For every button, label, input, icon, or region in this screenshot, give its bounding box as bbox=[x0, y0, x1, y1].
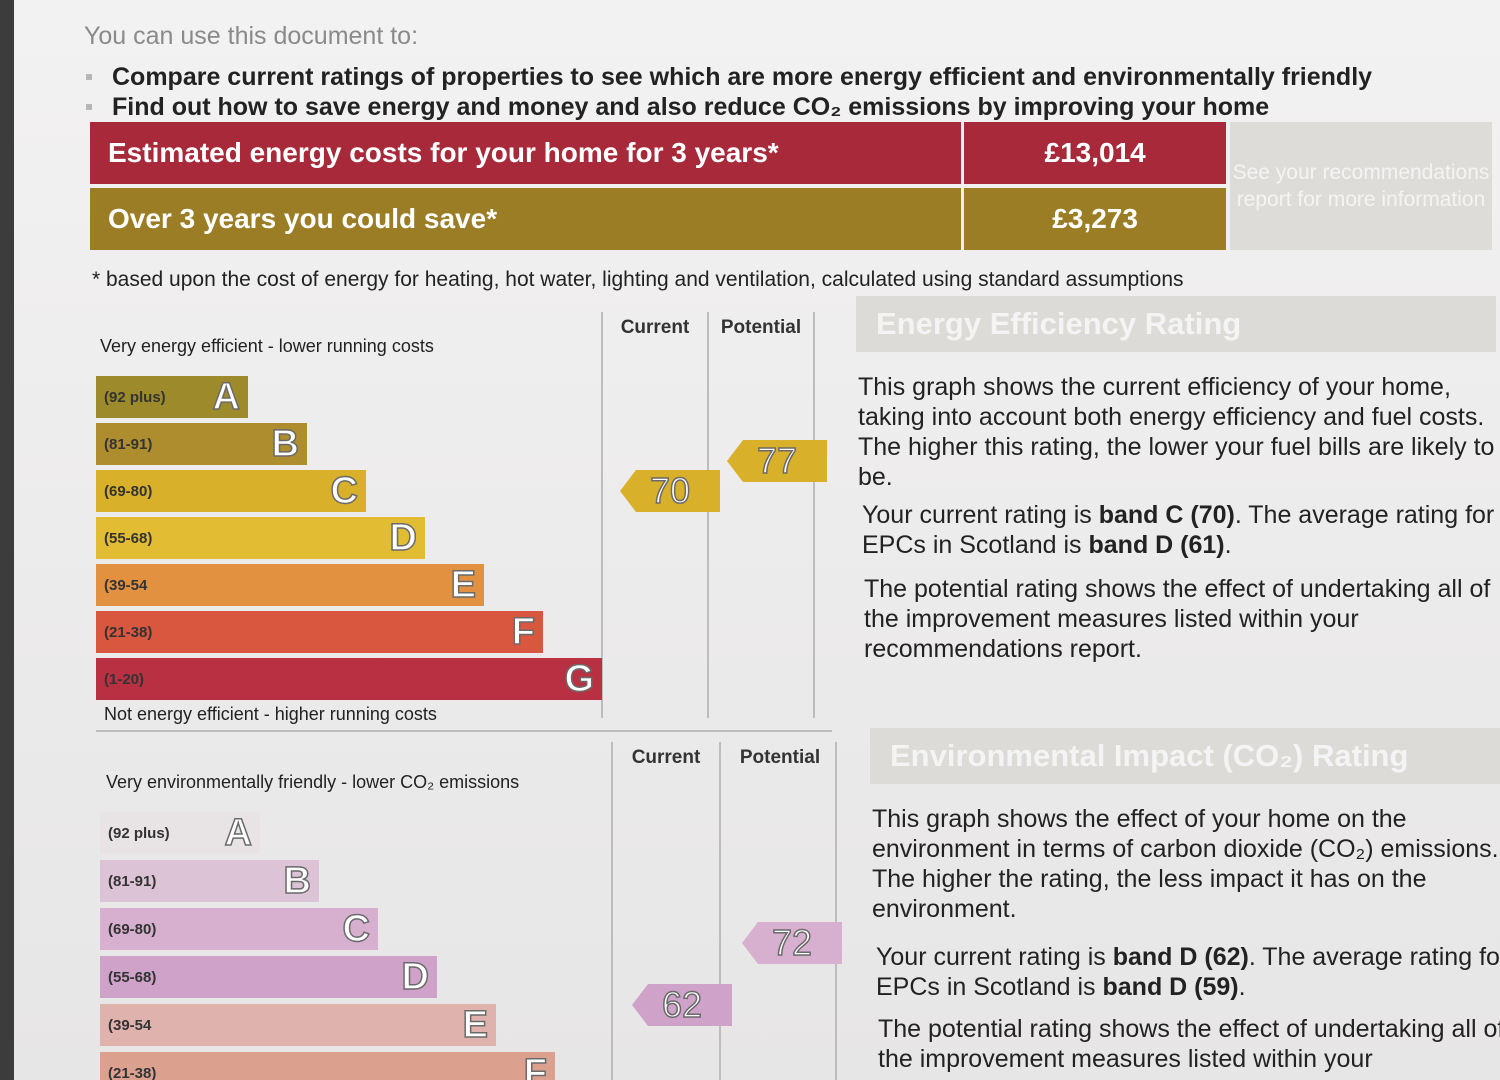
band-f: (21-38) F bbox=[100, 1051, 555, 1080]
savings-value: £3,273 bbox=[961, 188, 1226, 250]
env-rating-heading: Environmental Impact (CO₂) Rating bbox=[870, 728, 1500, 784]
band-letter: A bbox=[212, 375, 241, 419]
column-divider bbox=[601, 312, 603, 718]
band-letter: A bbox=[224, 811, 253, 855]
band-letter: F bbox=[523, 1051, 548, 1080]
band-c: (69-80) C bbox=[100, 907, 378, 951]
band-letter: C bbox=[330, 469, 359, 513]
band-letter: C bbox=[342, 907, 371, 951]
band-d: (55-68) D bbox=[96, 516, 425, 560]
band-d: (55-68) D bbox=[100, 955, 437, 999]
band-b: (81-91) B bbox=[96, 422, 307, 466]
bullet-text: Find out how to save energy and money an… bbox=[112, 92, 1270, 121]
band-letter: F bbox=[511, 610, 536, 654]
energy-average-band: band D (61) bbox=[1088, 531, 1225, 559]
band-letter: B bbox=[283, 859, 312, 903]
epc-document: You can use this document to: Compare cu… bbox=[14, 0, 1500, 1080]
bullet-dot-icon bbox=[86, 104, 92, 110]
band-letter: G bbox=[564, 657, 595, 701]
energy-paragraph-1: This graph shows the current efficiency … bbox=[858, 373, 1495, 491]
band-range: (39-54 bbox=[108, 1016, 152, 1034]
bottom-label: Not energy efficient - higher running co… bbox=[104, 704, 437, 724]
potential-rating-marker: 72 bbox=[742, 922, 842, 964]
potential-rating-marker: 77 bbox=[727, 440, 827, 482]
estimated-costs-row: Estimated energy costs for your home for… bbox=[90, 122, 1226, 184]
top-label: Very environmentally friendly - lower CO… bbox=[106, 772, 520, 792]
band-e: (39-54 E bbox=[100, 1003, 496, 1047]
bullet-dot-icon bbox=[86, 74, 92, 80]
band-f: (21-38) F bbox=[96, 610, 543, 654]
band-range: (81-91) bbox=[108, 872, 157, 890]
current-rating-marker: 70 bbox=[620, 470, 720, 512]
graph-baseline bbox=[96, 730, 832, 732]
env-average-band: band D (59) bbox=[1102, 973, 1239, 1001]
energy-rating-heading: Energy Efficiency Rating bbox=[856, 296, 1496, 352]
savings-label: Over 3 years you could save* bbox=[108, 203, 498, 234]
column-divider bbox=[835, 742, 837, 1080]
band-letter: B bbox=[271, 422, 300, 466]
top-label: Very energy efficient - lower running co… bbox=[100, 336, 434, 356]
band-letter: E bbox=[462, 1003, 489, 1047]
env-paragraph-3: The potential rating shows the effect of… bbox=[878, 1015, 1500, 1073]
costs-table: Estimated energy costs for your home for… bbox=[90, 122, 1498, 250]
env-paragraph-1: This graph shows the effect of your home… bbox=[872, 805, 1499, 923]
column-divider bbox=[611, 742, 613, 1080]
env-paragraph-2: Your current rating is band D (62). The … bbox=[876, 942, 1500, 1002]
energy-p2-text: Your current rating is bbox=[862, 501, 1099, 529]
band-range: (69-80) bbox=[108, 920, 157, 938]
band-range: (55-68) bbox=[108, 968, 157, 986]
intro-text: You can use this document to: bbox=[84, 22, 419, 50]
band-range: (39-54 bbox=[104, 576, 148, 594]
band-b: (81-91) B bbox=[100, 859, 319, 903]
current-column-header: Current bbox=[620, 317, 690, 338]
bullet-save: Find out how to save energy and money an… bbox=[86, 92, 1466, 122]
band-a: (92 plus) A bbox=[100, 811, 260, 855]
energy-current-band: band C (70) bbox=[1098, 501, 1235, 529]
potential-column-header: Potential bbox=[720, 317, 802, 338]
potential-column-header: Potential bbox=[739, 747, 821, 768]
savings-row: Over 3 years you could save* £3,273 bbox=[90, 188, 1226, 250]
band-g: (1-20) G bbox=[96, 657, 602, 701]
current-rating-marker: 62 bbox=[632, 984, 732, 1026]
column-divider bbox=[813, 312, 815, 718]
current-column-header: Current bbox=[631, 747, 701, 768]
env-p2-text: Your current rating is bbox=[876, 943, 1113, 971]
band-a: (92 plus) A bbox=[96, 375, 248, 419]
band-range: (81-91) bbox=[104, 435, 153, 453]
estimated-costs-value: £13,014 bbox=[961, 122, 1226, 184]
band-range: (21-38) bbox=[108, 1064, 157, 1080]
energy-paragraph-3: The potential rating shows the effect of… bbox=[864, 575, 1491, 663]
band-range: (92 plus) bbox=[104, 388, 166, 406]
energy-paragraph-2: Your current rating is band C (70). The … bbox=[862, 500, 1500, 560]
see-recommendations-note: See your recommendations report for more… bbox=[1230, 122, 1492, 250]
footnote: * based upon the cost of energy for heat… bbox=[92, 268, 1184, 291]
energy-efficiency-graph: Current Potential Very energy efficient … bbox=[96, 312, 832, 742]
energy-p2-text: . The average rating for EPCs in Scotlan… bbox=[862, 501, 1495, 559]
energy-p2-text: . bbox=[1224, 531, 1232, 559]
bullet-list: Compare current ratings of properties to… bbox=[86, 62, 1466, 122]
bullet-compare: Compare current ratings of properties to… bbox=[86, 62, 1466, 92]
column-divider bbox=[719, 742, 721, 1080]
band-range: (69-80) bbox=[104, 482, 153, 500]
band-range: (1-20) bbox=[104, 670, 145, 688]
env-p2-text: . The average rating for EPCs in Scotlan… bbox=[876, 943, 1500, 1001]
band-letter: D bbox=[401, 955, 430, 999]
band-range: (92 plus) bbox=[108, 824, 170, 842]
environmental-impact-graph: Current Potential Very environmentally f… bbox=[100, 742, 842, 1080]
band-range: (21-38) bbox=[104, 623, 153, 641]
estimated-costs-label: Estimated energy costs for your home for… bbox=[108, 137, 779, 168]
band-c: (69-80) C bbox=[96, 469, 366, 513]
column-divider bbox=[707, 312, 709, 718]
band-letter: D bbox=[389, 516, 418, 560]
band-e: (39-54 E bbox=[96, 563, 484, 607]
band-letter: E bbox=[450, 563, 477, 607]
band-range: (55-68) bbox=[104, 529, 153, 547]
env-p2-text: . bbox=[1238, 973, 1246, 1001]
env-current-band: band D (62) bbox=[1112, 943, 1249, 971]
bullet-text: Compare current ratings of properties to… bbox=[112, 62, 1373, 91]
